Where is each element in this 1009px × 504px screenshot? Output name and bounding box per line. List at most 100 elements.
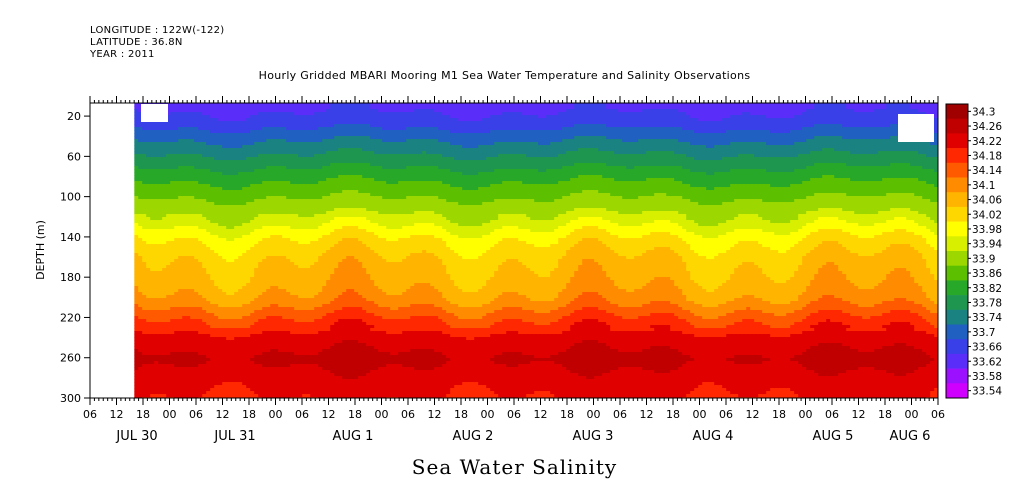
heatmap-cell (290, 181, 295, 185)
heatmap-cell (282, 316, 287, 320)
heatmap-cell (242, 223, 247, 227)
heatmap-cell (314, 298, 319, 302)
heatmap-cell (166, 268, 171, 272)
heatmap-cell (306, 127, 311, 131)
heatmap-cell (150, 391, 155, 395)
heatmap-cell (238, 289, 243, 293)
heatmap-cell (278, 238, 283, 242)
heatmap-cell (154, 244, 159, 248)
heatmap-cell (158, 163, 163, 167)
heatmap-cell (270, 178, 275, 182)
heatmap-cell (318, 286, 323, 290)
heatmap-cell (270, 313, 275, 317)
heatmap-cell (170, 334, 175, 338)
heatmap-cell (174, 115, 179, 119)
heatmap-cell (146, 346, 151, 350)
heatmap-cell (194, 280, 199, 284)
heatmap-cell (222, 196, 227, 200)
heatmap-cell (178, 310, 183, 314)
heatmap-cell (162, 367, 167, 371)
heatmap-cell (286, 289, 291, 293)
heatmap-cell (170, 151, 175, 155)
heatmap-cell (246, 289, 251, 293)
heatmap-cell (206, 268, 211, 272)
heatmap-cell (154, 331, 159, 335)
heatmap-cell (266, 211, 271, 215)
heatmap-cell (198, 301, 203, 305)
heatmap-cell (154, 205, 159, 209)
heatmap-cell (294, 286, 299, 290)
heatmap-cell (178, 166, 183, 170)
heatmap-cell (246, 337, 251, 341)
heatmap-cell (238, 256, 243, 260)
heatmap-cell (166, 187, 171, 191)
heatmap-cell (174, 232, 179, 236)
heatmap-cell (306, 379, 311, 383)
heatmap-cell (330, 166, 335, 170)
heatmap-cell (310, 118, 315, 122)
heatmap-cell (170, 280, 175, 284)
heatmap-cell (286, 352, 291, 356)
heatmap-cell (234, 232, 239, 236)
heatmap-cell (270, 385, 275, 389)
heatmap-cell (222, 379, 227, 383)
heatmap-cell (318, 151, 323, 155)
heatmap-cell (294, 382, 299, 386)
heatmap-cell (182, 214, 187, 218)
heatmap-cell (302, 103, 307, 107)
heatmap-cell (150, 157, 155, 161)
heatmap-cell (266, 190, 271, 194)
heatmap-cell (302, 124, 307, 128)
heatmap-cell (154, 367, 159, 371)
heatmap-cell (274, 238, 279, 242)
heatmap-cell (238, 220, 243, 224)
heatmap-cell (274, 373, 279, 377)
heatmap-cell (298, 106, 303, 110)
heatmap-cell (178, 316, 183, 320)
heatmap-cell (182, 124, 187, 128)
heatmap-cell (282, 193, 287, 197)
heatmap-cell (142, 142, 147, 146)
heatmap-cell (270, 340, 275, 344)
heatmap-cell (310, 124, 315, 128)
heatmap-cell (330, 235, 335, 239)
heatmap-cell (298, 205, 303, 209)
heatmap-cell (210, 346, 215, 350)
heatmap-cell (290, 280, 295, 284)
heatmap-cell (222, 322, 227, 326)
heatmap-cell (142, 145, 147, 149)
heatmap-cell (174, 304, 179, 308)
heatmap-cell (278, 307, 283, 311)
heatmap-cell (198, 385, 203, 389)
heatmap-cell (190, 208, 195, 212)
heatmap-cell (166, 298, 171, 302)
heatmap-cell (158, 211, 163, 215)
heatmap-cell (270, 172, 275, 176)
heatmap-cell (318, 103, 323, 107)
heatmap-cell (330, 169, 335, 173)
heatmap-cell (150, 277, 155, 281)
heatmap-cell (198, 133, 203, 137)
heatmap-cell (246, 385, 251, 389)
heatmap-cell (166, 304, 171, 308)
heatmap-cell (314, 166, 319, 170)
heatmap-cell (326, 334, 331, 338)
heatmap-cell (258, 103, 263, 107)
heatmap-cell (150, 313, 155, 317)
heatmap-cell (138, 115, 143, 119)
heatmap-cell (142, 232, 147, 236)
heatmap-cell (214, 334, 219, 338)
heatmap-cell (326, 232, 331, 236)
heatmap-cell (162, 217, 167, 221)
heatmap-cell (174, 184, 179, 188)
heatmap-cell (202, 262, 207, 266)
heatmap-cell (290, 346, 295, 350)
heatmap-cell (290, 223, 295, 227)
heatmap-cell (206, 163, 211, 167)
heatmap-cell (302, 223, 307, 227)
heatmap-cell (274, 394, 279, 398)
heatmap-cell (154, 271, 159, 275)
heatmap-cell (218, 274, 223, 278)
heatmap-cell (186, 301, 191, 305)
heatmap-cell (322, 187, 327, 191)
